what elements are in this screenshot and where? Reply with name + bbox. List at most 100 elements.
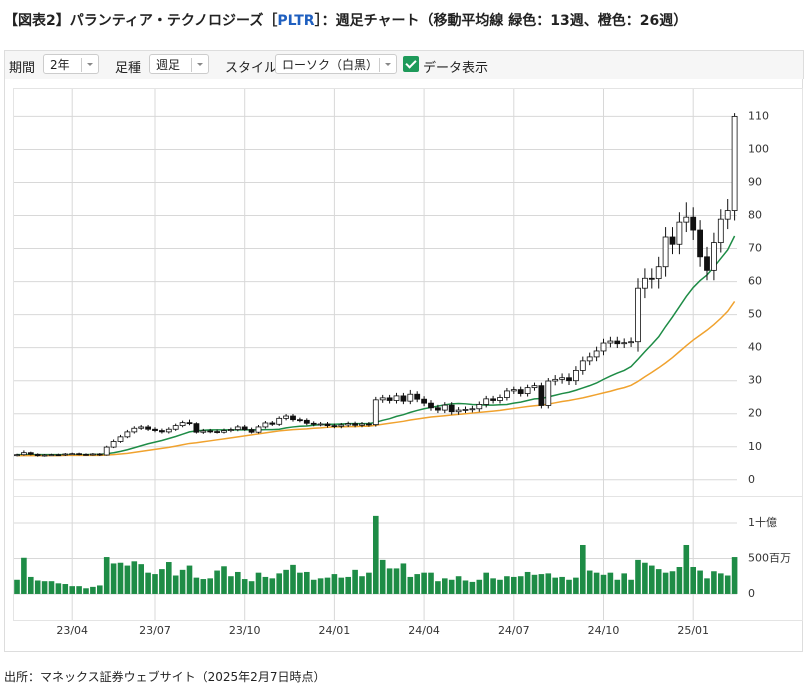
candle-body [538,385,545,406]
candle-body [145,426,152,430]
volume-bar [297,572,303,594]
candle-body [503,390,510,398]
volume-bar [55,583,62,594]
volume-bar [600,574,607,594]
chart-frame [4,78,803,652]
volume-bar [559,576,565,594]
candle-body [448,404,455,413]
candle-body [20,452,27,456]
candle-body [428,402,434,409]
candle-body [14,454,20,457]
volume-bar [97,585,103,594]
volume-bar [379,559,386,594]
candle-body [179,422,186,427]
candle-body [290,415,296,421]
volume-bar [669,571,676,594]
candle-body [676,221,683,245]
candle-body [55,454,62,457]
volume-tick-label: 500百万 [748,551,791,564]
title-text: ］：週足チャート（移動平均線 緑色：13週、橙色：26週） [314,13,688,29]
candle-body [27,452,34,455]
volume-bar [531,574,538,594]
bar-label: 足種 [115,61,142,76]
volume-bar [262,576,269,594]
candle-body [573,370,579,382]
volume-bar [14,579,20,594]
volume-bar [338,577,345,594]
candle-body [421,398,428,404]
volume-bar [476,579,483,594]
volume-bar [34,580,41,594]
candle-body [262,422,269,428]
volume-bar [324,577,331,594]
volume-bar [152,574,158,594]
candle-body [303,419,310,424]
volume-bar [621,573,627,594]
candle-body [441,404,448,411]
candle-body [359,423,365,426]
period-select[interactable]: 2年 [43,54,99,74]
candle-body [711,242,717,271]
candle-body [648,277,655,280]
volume-bar [448,579,455,594]
candle-body [200,430,207,433]
candle-body [283,415,290,419]
candle-body [393,395,400,401]
volume-bar [159,569,165,594]
candle-body [372,399,379,426]
y-tick-label: 30 [748,374,762,387]
volume-bar [366,572,372,594]
volume-bar [186,565,193,594]
y-tick-label: 100 [748,142,769,155]
y-tick-label: 110 [748,109,769,122]
candle-body [214,431,221,433]
candle-body [345,423,352,426]
volume-bar [628,579,634,594]
candle-body [324,423,331,427]
volume-bar [497,579,503,594]
volume-bar [110,563,117,594]
volume-bar [228,576,234,594]
title-text: 【図表2】パランティア・テクノロジーズ［ [4,13,278,29]
volume-bar [421,572,427,594]
candle-body [379,397,386,401]
volume-bar [655,569,662,594]
candle-body [241,426,248,430]
candle-body [559,377,565,380]
volume-bar [131,561,138,594]
period-label: 期間 [9,61,36,76]
candle-body [386,397,393,401]
volume-bar [317,578,324,594]
volume-bar [538,574,545,594]
candle-body [48,454,55,457]
candle-body [655,266,662,280]
volume-bar [400,563,407,594]
volume-bar [393,568,400,594]
volume-bar [580,544,586,594]
bar-select[interactable]: 週足 [149,54,209,74]
volume-bar [345,576,351,594]
volume-bar [704,578,710,594]
candle-body [110,441,117,448]
data-checkbox[interactable] [403,56,419,72]
y-tick-label: 10 [748,440,762,453]
volume-bar [442,578,448,594]
style-select[interactable]: ローソク（白黒） [275,54,397,74]
candle-body [642,277,648,289]
volume-bar [407,576,414,594]
candle-body [593,350,600,358]
candle-body [490,398,497,401]
volume-bar [697,570,703,594]
volume-bar [614,579,621,594]
candle-body [117,436,124,442]
candle-body [90,453,96,456]
volume-bar [145,572,151,594]
volume-bar [352,569,358,594]
candle-body [69,453,76,456]
volume-bar [483,572,489,594]
x-tick-label: 24/04 [408,624,440,637]
volume-bar [524,571,531,594]
volume-bar [117,562,124,594]
volume-bar [179,569,186,594]
candle-body [704,256,710,271]
